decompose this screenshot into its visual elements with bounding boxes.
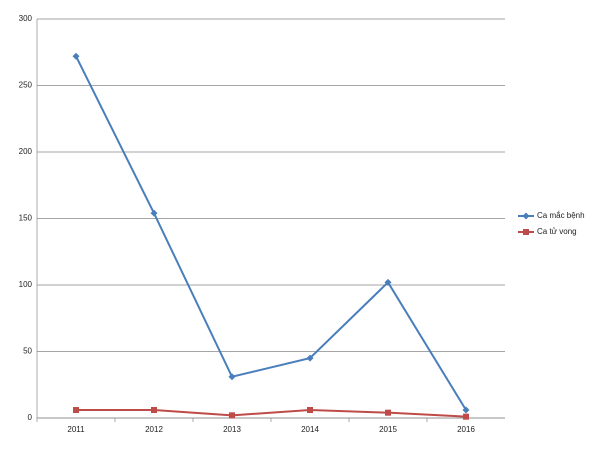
data-point: [73, 407, 79, 414]
y-tick-label: 100: [19, 280, 33, 289]
y-tick-label: 250: [19, 81, 33, 90]
data-point: [229, 412, 235, 419]
data-point: [150, 209, 158, 217]
y-tick-label: 0: [28, 413, 33, 422]
x-tick-label: 2015: [379, 425, 397, 434]
x-tick-label: 2011: [67, 425, 85, 434]
x-tick-label: 2013: [223, 425, 241, 434]
y-tick-label: 300: [19, 14, 33, 23]
data-point: [462, 406, 470, 414]
data-point: [385, 409, 391, 416]
legend-marker: [522, 212, 530, 220]
data-point: [151, 407, 157, 414]
y-tick-label: 50: [23, 347, 32, 356]
series-line: [75, 55, 467, 411]
data-point: [72, 52, 80, 60]
legend-label: Ca tử vong: [537, 227, 577, 236]
x-tick-label: 2012: [145, 425, 163, 434]
x-tick-label: 2016: [457, 425, 475, 434]
data-point: [307, 407, 313, 414]
data-point: [306, 354, 314, 362]
y-tick-label: 150: [19, 214, 33, 223]
data-point: [384, 278, 392, 286]
series-line: [76, 409, 467, 418]
data-point: [228, 373, 236, 381]
y-tick-label: 200: [19, 147, 33, 156]
data-point: [463, 413, 469, 420]
legend-label: Ca mắc bệnh: [537, 211, 585, 220]
legend-marker: [523, 229, 529, 235]
x-tick-label: 2014: [301, 425, 319, 434]
